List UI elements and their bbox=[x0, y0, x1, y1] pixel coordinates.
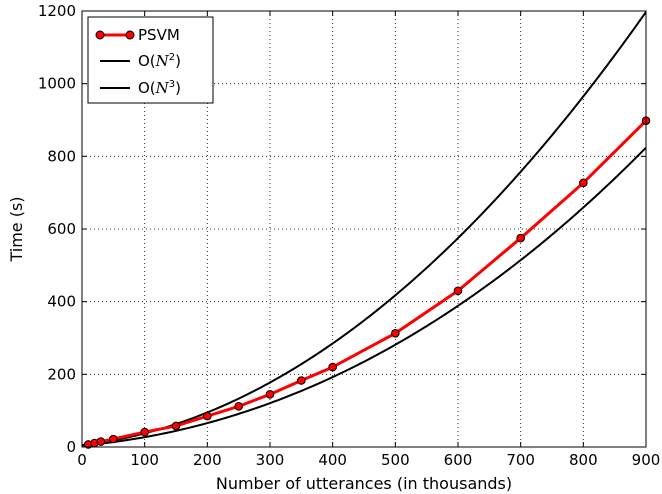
psvm-point bbox=[297, 376, 306, 385]
y-tick-label: 400 bbox=[47, 293, 76, 311]
psvm-point bbox=[234, 402, 243, 411]
legend-marker-psvm bbox=[125, 30, 135, 40]
x-tick-label: 700 bbox=[506, 451, 535, 469]
x-tick-label: 800 bbox=[569, 451, 598, 469]
legend-label-o-n2: O(N2) bbox=[138, 52, 181, 70]
x-tick-label: 100 bbox=[130, 451, 159, 469]
x-tick-label: 500 bbox=[381, 451, 410, 469]
legend-label-exp: 2 bbox=[169, 52, 175, 63]
y-tick-label: 200 bbox=[47, 365, 76, 383]
tick-labels: 0 100 200 300 400 500 600 700 800 900 0 200 400 600 80… bbox=[38, 2, 661, 469]
x-tick-label: 400 bbox=[318, 451, 347, 469]
legend: PSVM O(N2) O(N3) bbox=[87, 16, 214, 104]
psvm-point bbox=[453, 286, 463, 296]
y-tick-label: 800 bbox=[47, 147, 76, 165]
x-tick-label: 300 bbox=[256, 451, 285, 469]
psvm-point bbox=[171, 421, 181, 431]
x-tick-label: 600 bbox=[444, 451, 473, 469]
legend-marker-psvm bbox=[95, 30, 105, 40]
y-axis-label: Time (s) bbox=[7, 196, 26, 262]
x-axis-label: Number of utterances (in thousands) bbox=[216, 474, 512, 493]
markers bbox=[83, 116, 651, 449]
psvm-point bbox=[140, 427, 149, 437]
psvm-point bbox=[579, 178, 588, 188]
y-tick-label: 1000 bbox=[38, 75, 76, 93]
y-tick-label: 1200 bbox=[38, 2, 76, 20]
legend-label-prefix: O( bbox=[138, 79, 156, 97]
psvm-point bbox=[96, 437, 106, 446]
legend-label-suffix: ) bbox=[175, 79, 181, 97]
psvm-point bbox=[265, 390, 275, 399]
legend-label-o-n3: O(N3) bbox=[138, 79, 181, 97]
ticks bbox=[81, 10, 647, 448]
x-tick-label: 200 bbox=[193, 451, 222, 469]
legend-label-var: N bbox=[155, 79, 170, 97]
psvm-point bbox=[203, 411, 212, 421]
legend-label-exp: 3 bbox=[169, 79, 175, 90]
psvm-point bbox=[516, 233, 525, 243]
legend-label-prefix: O( bbox=[138, 52, 156, 70]
legend-label-psvm: PSVM bbox=[138, 26, 180, 44]
x-tick-label: 900 bbox=[632, 451, 661, 469]
x-tick-label: 0 bbox=[77, 451, 87, 469]
legend-label-suffix: ) bbox=[175, 52, 181, 70]
psvm-point bbox=[391, 328, 400, 338]
psvm-line bbox=[87, 119, 648, 446]
y-tick-label: 600 bbox=[47, 220, 76, 238]
o-n3-curve bbox=[81, 146, 647, 447]
psvm-point bbox=[109, 434, 118, 444]
y-tick-label: 0 bbox=[66, 438, 76, 456]
psvm-point bbox=[328, 362, 337, 372]
legend-label-var: N bbox=[155, 52, 170, 70]
